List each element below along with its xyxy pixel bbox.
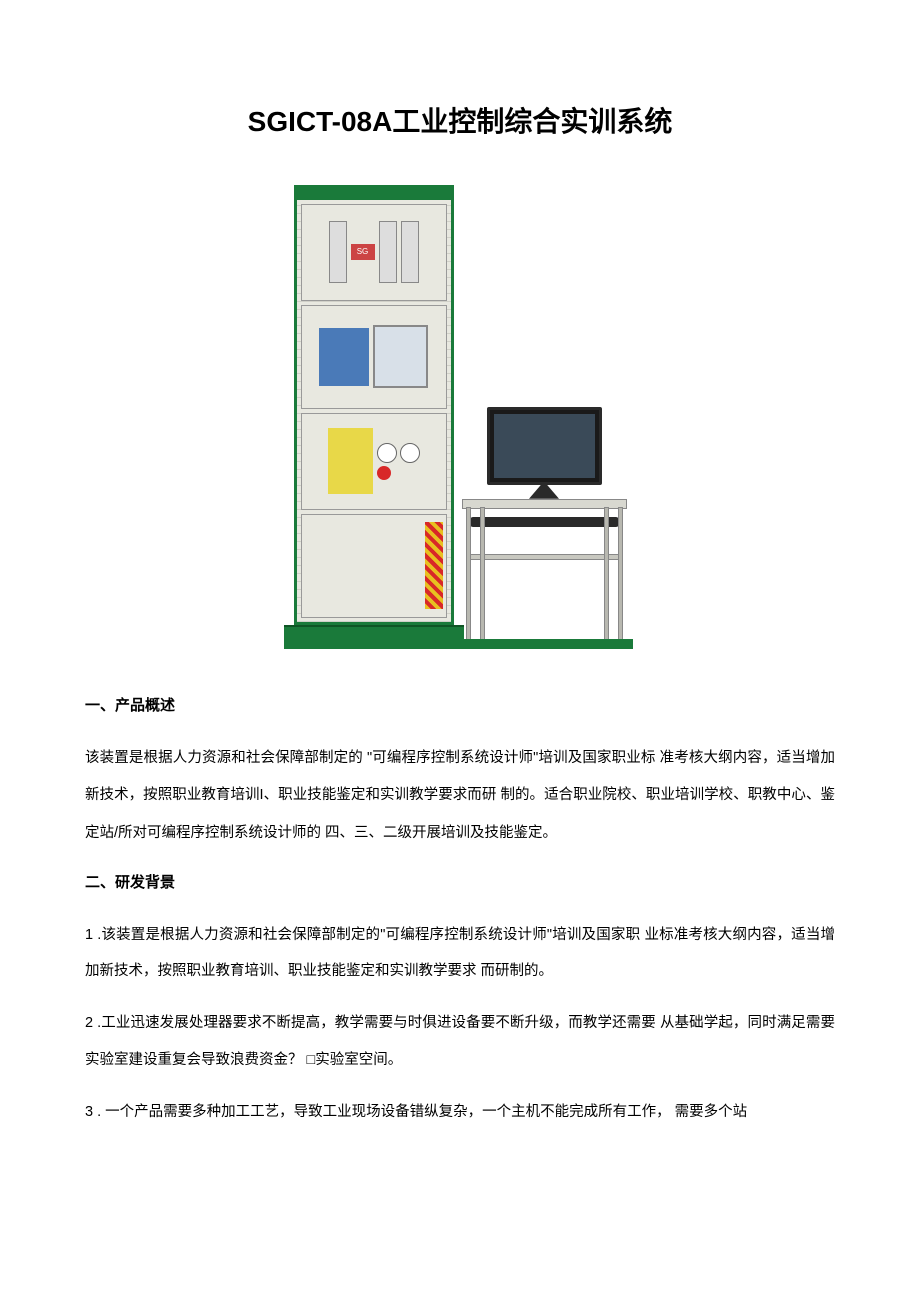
- control-panel: [301, 514, 447, 618]
- sg-logo: SG: [351, 244, 375, 260]
- overview-text: 该装置是根据人力资源和社会保障部制定的 "可编程序控制系统设计师"培训及国家职业…: [85, 740, 835, 853]
- cabinet-base: [284, 625, 464, 649]
- monitor-screen: [494, 414, 595, 478]
- cabinet-assembly: SG: [294, 185, 627, 649]
- monitor-stand: [529, 485, 559, 499]
- analog-meter: [377, 443, 397, 463]
- desk-shelf: [467, 554, 622, 560]
- desk-leg: [604, 507, 609, 641]
- meters-group: [377, 443, 420, 480]
- desk-surface: [462, 499, 627, 509]
- circuit-breaker: [379, 221, 397, 283]
- meter-panel: [301, 413, 447, 510]
- cabinet-top-frame: [297, 188, 451, 200]
- computer-monitor: [487, 407, 602, 485]
- analog-meter: [400, 443, 420, 463]
- document-title: SGICT-08A工业控制综合实训系统: [85, 100, 835, 145]
- keyboard-tray: [470, 517, 619, 527]
- computer-desk: [462, 499, 627, 649]
- background-item-1: 1 .该装置是根据人力资源和社会保障部制定的"可编程序控制系统设计师"培训及国家…: [85, 917, 835, 990]
- background-item-3: 3 . 一个产品需要多种加工工艺，导致工业现场设备错纵复杂，一个主机不能完成所有…: [85, 1094, 835, 1130]
- plc-module: [319, 328, 369, 386]
- terminal-board: [328, 428, 373, 495]
- product-image-container: SG: [85, 185, 835, 649]
- emergency-stop-strip: [425, 522, 443, 609]
- section-heading-background: 二、研发背景: [85, 871, 835, 895]
- circuit-breaker: [401, 221, 419, 283]
- hmi-touchscreen: [373, 325, 428, 388]
- computer-desk-assembly: [462, 407, 627, 649]
- desk-leg: [466, 507, 471, 641]
- training-cabinet: SG: [294, 185, 454, 649]
- desk-leg: [618, 507, 623, 641]
- power-panel: SG: [301, 204, 447, 301]
- cabinet-body: SG: [297, 200, 451, 622]
- desk-leg: [480, 507, 485, 641]
- circuit-breaker: [329, 221, 347, 283]
- indicator-lamp: [377, 466, 391, 480]
- desk-base: [456, 639, 633, 649]
- section-heading-overview: 一、产品概述: [85, 694, 835, 718]
- background-item-2: 2 .工业迅速发展处理器要求不断提高，教学需要与时俱进设备要不断升级，而教学还需…: [85, 1005, 835, 1078]
- plc-hmi-panel: [301, 305, 447, 409]
